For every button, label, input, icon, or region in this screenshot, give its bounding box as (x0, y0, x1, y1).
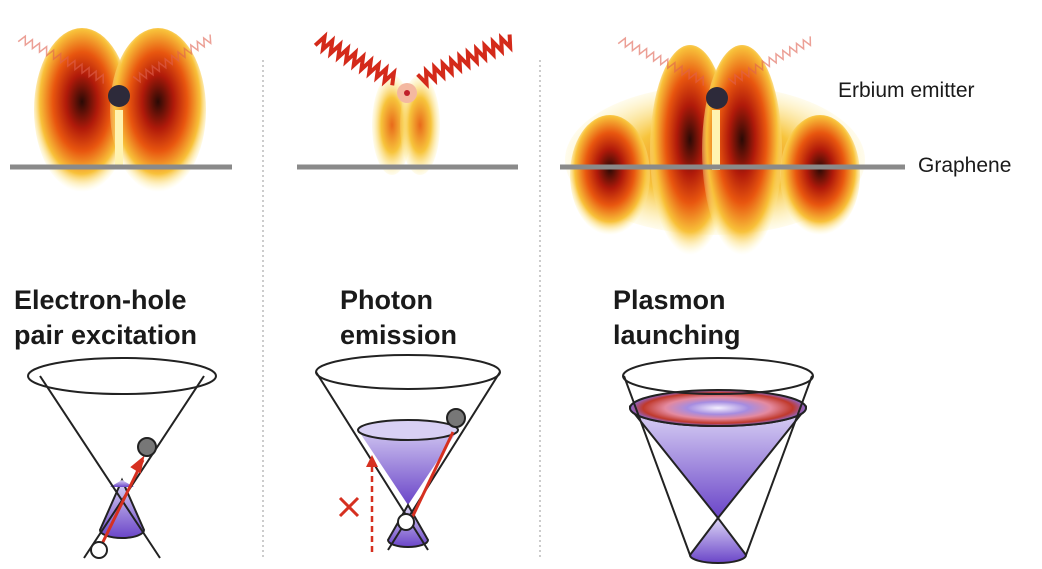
field-pattern (372, 75, 440, 175)
dirac-cone (623, 358, 813, 563)
photon-wave (418, 35, 511, 84)
dirac-cone (316, 355, 500, 552)
panel-title: Photon (340, 285, 433, 315)
panel-title: launching (613, 320, 741, 350)
dirac-cone (28, 358, 216, 558)
photon-wave (315, 37, 394, 86)
field-pattern (565, 45, 865, 255)
panel-title: Electron-hole (14, 285, 187, 315)
panel-title: pair excitation (14, 320, 197, 350)
diagram: Erbium emitter Graphene Electron-hole pa… (0, 0, 1042, 569)
graphene-label: Graphene (918, 154, 1011, 177)
panel-title: Plasmon (613, 285, 726, 315)
panel-title: emission (340, 320, 457, 350)
emitter-label: Erbium emitter (838, 79, 975, 102)
